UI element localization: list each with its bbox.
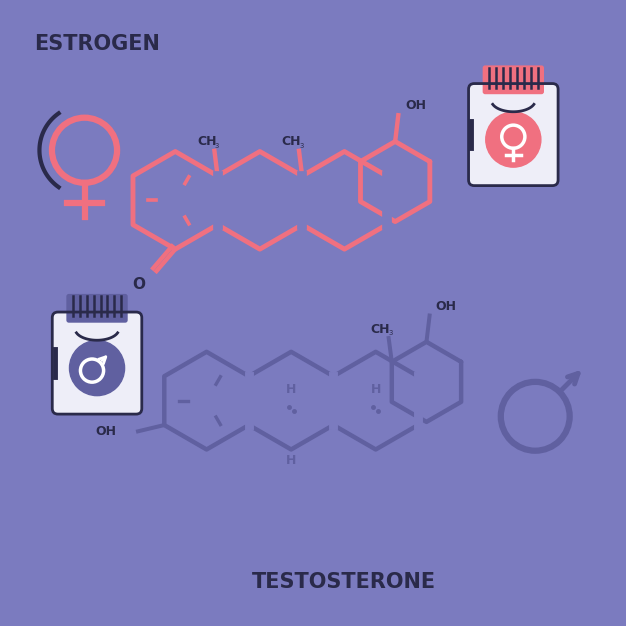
Text: $_3$: $_3$ — [215, 141, 220, 151]
Text: OH: OH — [406, 99, 427, 112]
Circle shape — [486, 112, 541, 167]
Text: TESTOSTERONE: TESTOSTERONE — [252, 572, 436, 592]
Text: H: H — [371, 383, 381, 396]
Text: H: H — [286, 454, 296, 467]
FancyBboxPatch shape — [468, 84, 558, 185]
Text: CH: CH — [197, 135, 217, 148]
Text: $_3$: $_3$ — [388, 328, 394, 338]
Text: ESTROGEN: ESTROGEN — [34, 34, 160, 54]
FancyBboxPatch shape — [66, 294, 128, 323]
Text: CH: CH — [370, 322, 389, 336]
Text: H: H — [286, 383, 296, 396]
Text: $_3$: $_3$ — [299, 141, 305, 151]
Text: O: O — [133, 277, 145, 292]
Text: OH: OH — [436, 300, 457, 313]
Circle shape — [69, 341, 125, 396]
FancyBboxPatch shape — [53, 312, 141, 414]
Text: CH: CH — [282, 135, 301, 148]
Text: OH: OH — [95, 425, 116, 438]
FancyBboxPatch shape — [483, 65, 544, 94]
